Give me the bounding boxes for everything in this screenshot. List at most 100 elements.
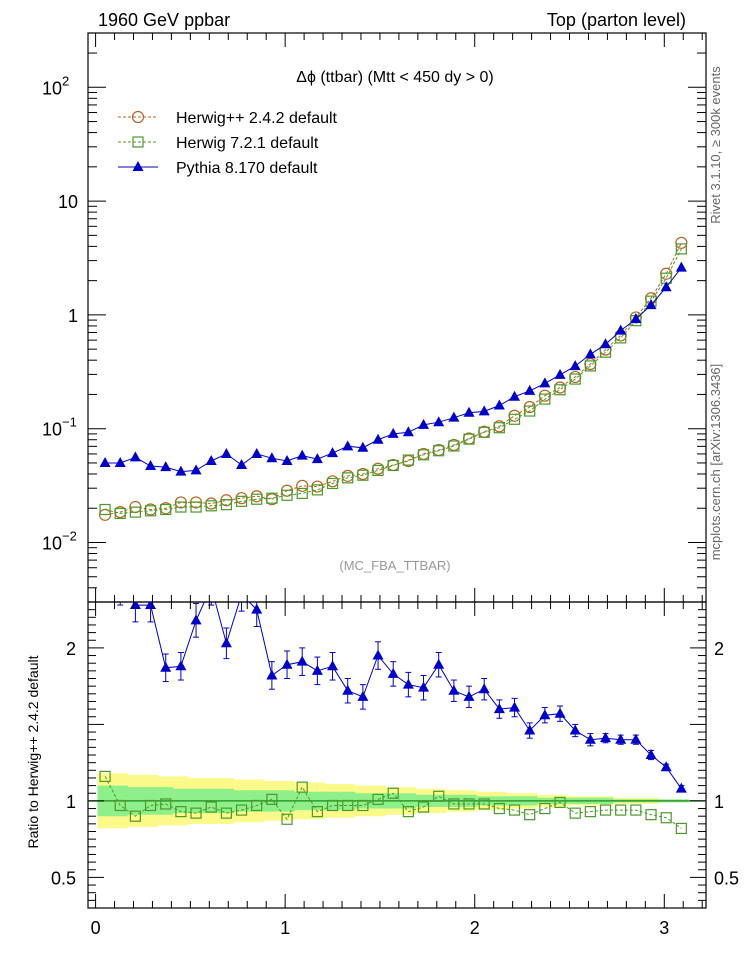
data-point xyxy=(660,281,672,292)
ratio-point xyxy=(327,660,339,671)
ratio-point xyxy=(190,614,202,625)
data-point xyxy=(418,418,430,429)
ratio-point xyxy=(190,807,202,819)
data-point xyxy=(478,425,491,438)
data-point xyxy=(160,503,172,516)
data-point xyxy=(433,416,445,427)
data-point xyxy=(508,413,521,425)
header-right: Top (parton level) xyxy=(547,10,686,30)
ratio-point xyxy=(418,681,430,692)
ratio-ylabel: Ratio to Herwig++ 2.4.2 default xyxy=(25,655,41,848)
data-point xyxy=(463,433,475,445)
data-point xyxy=(190,501,202,513)
ratio-point xyxy=(539,709,551,720)
ratio-point xyxy=(296,781,308,793)
ratio-point xyxy=(569,807,581,819)
data-point xyxy=(236,458,248,469)
ratio-point xyxy=(478,798,490,810)
data-point xyxy=(372,464,384,477)
x-tick-label: 2 xyxy=(470,918,480,938)
ratio-point xyxy=(251,799,263,812)
data-point xyxy=(175,465,187,476)
data-point xyxy=(554,384,566,396)
data-point xyxy=(357,469,369,481)
data-point xyxy=(235,492,248,505)
ratio-point xyxy=(554,796,566,809)
data-point xyxy=(99,456,111,467)
y-tick-exponent: −2 xyxy=(62,528,77,543)
data-point xyxy=(433,445,445,457)
data-point xyxy=(508,409,521,422)
ratio-point xyxy=(675,822,687,835)
main-plot xyxy=(98,236,688,521)
data-point xyxy=(402,426,414,437)
ratio-point xyxy=(326,799,339,812)
data-point xyxy=(129,506,141,518)
header-left: 1960 GeV ppbar xyxy=(98,10,230,30)
ratio-point xyxy=(281,813,293,825)
ratio-point xyxy=(235,804,248,816)
ratio-point xyxy=(251,603,263,614)
data-point xyxy=(129,451,141,462)
ratio-point xyxy=(524,724,536,735)
data-point xyxy=(675,261,687,272)
ratio-point xyxy=(599,804,612,816)
ratio-point xyxy=(342,799,354,812)
ratio-point xyxy=(584,806,596,818)
data-point xyxy=(584,360,596,372)
ratio-point xyxy=(463,798,475,810)
ratio-point xyxy=(357,799,369,812)
x-tick-label: 1 xyxy=(280,918,290,938)
ratio-series-1 xyxy=(99,770,687,835)
ratio-point xyxy=(114,799,126,812)
ratio-point xyxy=(129,810,141,822)
legend-label: Herwig 7.2.1 default xyxy=(176,135,319,152)
ratio-point xyxy=(615,804,627,816)
ratio-point xyxy=(387,787,399,799)
data-point xyxy=(205,500,217,512)
data-point xyxy=(417,449,430,461)
data-point xyxy=(145,460,157,471)
data-point xyxy=(509,390,521,401)
ratio-point xyxy=(236,588,247,598)
ratio-point xyxy=(524,809,536,821)
legend-marker xyxy=(132,161,144,171)
ratio-point xyxy=(554,707,566,718)
series-1 xyxy=(98,236,688,521)
ratio-point xyxy=(175,806,187,818)
ratio-point xyxy=(160,661,172,672)
ratio-point xyxy=(615,733,627,744)
ratio-point xyxy=(417,801,430,813)
data-point xyxy=(296,479,309,492)
data-point xyxy=(296,449,308,460)
data-point xyxy=(539,377,551,388)
data-point xyxy=(251,447,263,458)
ratio-point xyxy=(357,690,369,701)
ratio-point xyxy=(660,761,672,772)
data-point xyxy=(296,487,308,500)
data-point xyxy=(478,405,490,416)
data-point xyxy=(220,499,232,511)
ratio-point xyxy=(493,703,505,714)
y-tick-label: 10 xyxy=(42,420,62,440)
data-point xyxy=(630,313,642,324)
data-point xyxy=(311,453,323,464)
ratio-point xyxy=(175,660,187,671)
ratio-point xyxy=(220,637,232,648)
data-point xyxy=(114,507,126,520)
data-point xyxy=(114,456,126,467)
ratio-y-tick-label-right: 0.5 xyxy=(714,868,739,888)
data-point xyxy=(493,399,505,410)
ratio-series-2 xyxy=(100,558,687,793)
data-point xyxy=(220,447,232,458)
data-point xyxy=(493,422,505,434)
ratio-point xyxy=(100,558,111,568)
ratio-point xyxy=(433,658,445,669)
data-point xyxy=(342,440,354,451)
data-point xyxy=(387,459,399,472)
ratio-frame xyxy=(87,601,707,909)
data-point xyxy=(448,411,460,422)
ratio-point xyxy=(311,806,323,818)
